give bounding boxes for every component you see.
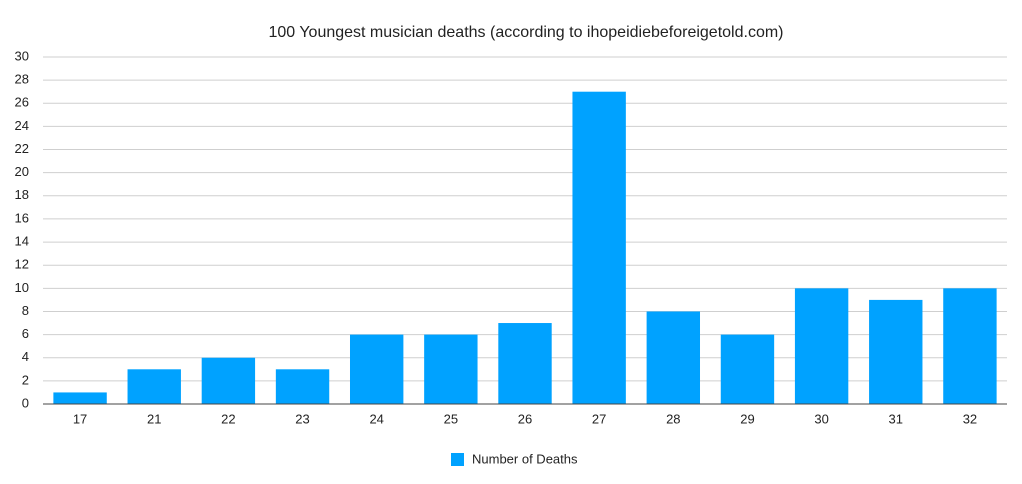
y-tick-label: 8 xyxy=(22,303,29,318)
bar xyxy=(646,311,701,404)
x-tick-label: 21 xyxy=(147,411,161,426)
y-tick-label: 30 xyxy=(15,48,29,63)
chart-title: 100 Youngest musician deaths (according … xyxy=(268,24,783,41)
legend-swatch xyxy=(451,453,464,466)
y-tick-label: 16 xyxy=(15,210,29,225)
y-tick-label: 6 xyxy=(22,326,29,341)
y-tick-label: 26 xyxy=(15,95,29,110)
x-tick-label: 17 xyxy=(73,411,87,426)
bar xyxy=(498,323,552,404)
legend-label: Number of Deaths xyxy=(472,451,578,466)
x-tick-label: 29 xyxy=(740,411,754,426)
bar xyxy=(424,334,478,404)
bar xyxy=(53,392,107,404)
x-tick-label: 27 xyxy=(592,411,606,426)
x-tick-label: 25 xyxy=(444,411,458,426)
y-tick-label: 4 xyxy=(22,349,29,364)
bar xyxy=(349,334,404,404)
bar xyxy=(943,288,997,404)
x-tick-label: 31 xyxy=(889,411,903,426)
y-tick-label: 14 xyxy=(15,234,29,249)
y-tick-label: 12 xyxy=(15,257,29,272)
bar xyxy=(275,369,330,404)
bar xyxy=(127,369,181,404)
bar xyxy=(720,334,775,404)
y-tick-label: 28 xyxy=(15,72,29,87)
y-tick-label: 22 xyxy=(15,141,29,156)
x-tick-label: 32 xyxy=(963,411,977,426)
x-tick-label: 24 xyxy=(369,411,383,426)
x-tick-label: 22 xyxy=(221,411,235,426)
bar xyxy=(794,288,849,404)
y-tick-label: 20 xyxy=(15,164,29,179)
bar xyxy=(201,357,256,404)
y-tick-label: 24 xyxy=(15,118,29,133)
y-tick-label: 18 xyxy=(15,187,29,202)
y-tick-label: 10 xyxy=(15,280,29,295)
y-tick-label: 2 xyxy=(22,372,29,387)
x-tick-label: 26 xyxy=(518,411,532,426)
x-tick-label: 30 xyxy=(814,411,828,426)
x-tick-label: 28 xyxy=(666,411,680,426)
bar xyxy=(572,91,626,404)
bar xyxy=(869,299,923,404)
y-tick-label: 0 xyxy=(22,395,29,410)
x-tick-label: 23 xyxy=(295,411,309,426)
